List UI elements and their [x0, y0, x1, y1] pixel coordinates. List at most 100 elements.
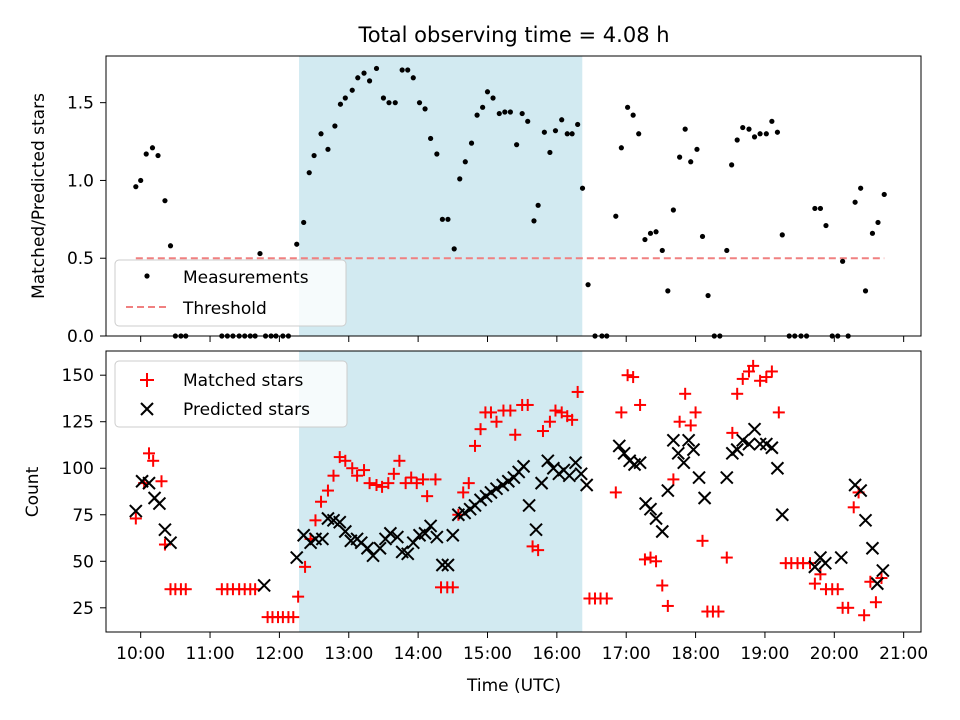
measurement-point: [852, 199, 858, 205]
measurement-point: [392, 100, 398, 106]
measurement-point: [817, 205, 824, 212]
matched-star-point: [638, 553, 651, 566]
predicted-star-point: [736, 433, 750, 448]
predicted-star-point: [853, 483, 868, 498]
matched-star-point: [627, 371, 640, 384]
predicted-star-point: [534, 476, 549, 490]
predicted-star-point: [661, 483, 675, 498]
predicted-star-point: [529, 522, 543, 537]
measurement-point: [519, 110, 525, 117]
matched-star-point: [847, 501, 860, 514]
matched-star-point: [621, 369, 634, 382]
measurement-point: [569, 131, 575, 137]
y-tick-label: 50: [72, 552, 94, 572]
predicted-star-point: [876, 563, 890, 578]
predicted-star-point: [677, 455, 691, 470]
measurement-point: [757, 131, 763, 137]
measurement-point: [729, 162, 735, 168]
measurement-point: [474, 112, 480, 118]
matched-star-point: [143, 447, 156, 460]
predicted-star-point: [692, 470, 706, 485]
measurement-point: [399, 67, 405, 73]
measurement-point: [496, 110, 502, 117]
matched-star-point: [667, 473, 680, 486]
measurement-point: [507, 109, 513, 115]
measurement-point: [337, 101, 344, 107]
predicted-star-point: [858, 513, 873, 528]
measurement-point: [155, 152, 161, 159]
matched-star-point: [831, 583, 844, 596]
matched-star-point: [462, 477, 475, 490]
matched-star-point: [287, 611, 300, 624]
legend-measurements-label: Measurements: [183, 268, 309, 288]
x-tick-label: 20:00: [810, 644, 859, 664]
matched-star-point: [346, 462, 359, 475]
y-tick-label: 150: [62, 366, 94, 386]
measurement-point: [579, 185, 586, 191]
measurement-point: [355, 75, 361, 81]
legend-measurements-marker: [144, 273, 150, 279]
measurement-point: [740, 124, 746, 131]
top-y-ticks: 0.0 0.5 1.0 1.5: [67, 94, 106, 347]
matched-star-point: [875, 572, 888, 585]
predicted-star-point: [742, 437, 756, 451]
y-tick-label: 0.0: [67, 327, 94, 347]
measurement-point: [410, 75, 416, 81]
predicted-star-point: [401, 547, 415, 561]
matched-star-point: [712, 605, 725, 618]
predicted-star-point: [541, 454, 555, 468]
measurement-point: [858, 185, 864, 191]
matched-star-point: [772, 406, 785, 419]
predicted-star-point: [516, 459, 531, 474]
predicted-star-point: [612, 439, 626, 453]
measurement-point: [462, 159, 468, 165]
predicted-star-point: [870, 576, 885, 591]
predicted-star-point: [430, 530, 444, 544]
measurement-point: [613, 213, 619, 219]
measurement-point: [547, 149, 553, 156]
measurement-point: [306, 170, 312, 176]
measurement-point: [257, 250, 263, 257]
predicted-star-point: [765, 441, 779, 455]
y-tick-label: 25: [72, 599, 94, 619]
measurement-point: [682, 126, 688, 132]
measurement-point: [862, 288, 869, 294]
measurement-point: [769, 118, 775, 124]
matched-star-point: [327, 469, 340, 482]
measurement-point: [349, 87, 355, 93]
measurement-point: [642, 236, 648, 243]
matched-star-point: [736, 372, 749, 385]
measurement-point: [535, 202, 541, 208]
legend-predicted-label: Predicted stars: [183, 400, 310, 420]
measurement-point: [416, 100, 423, 106]
matched-star-point: [421, 490, 434, 503]
top-y-axis-label: Matched/Predicted stars: [29, 93, 49, 299]
matched-star-point: [321, 484, 334, 497]
top-x-ticks: [140, 336, 905, 342]
matched-star-point: [457, 486, 470, 499]
bottom-y-ticks: 25 50 75 100 125 150: [62, 366, 106, 619]
predicted-star-point: [666, 433, 681, 448]
measurement-point: [564, 131, 570, 137]
measurement-point: [774, 129, 781, 135]
measurement-point: [531, 218, 537, 224]
measurement-point: [490, 95, 496, 101]
predicted-star-point: [383, 526, 398, 541]
matched-star-point: [399, 477, 412, 490]
top-axes-frame: [105, 55, 922, 337]
predicted-star-point: [290, 550, 304, 565]
predicted-star-point: [418, 526, 432, 541]
measurement-point: [373, 65, 380, 72]
measurement-point: [149, 145, 156, 151]
predicted-star-point: [338, 524, 353, 539]
matched-star-point: [129, 512, 142, 525]
matched-star-point: [747, 359, 760, 372]
measurement-point: [875, 219, 881, 226]
predicted-star-point: [808, 560, 822, 574]
predicted-star-point: [158, 522, 172, 537]
measurement-point: [746, 126, 752, 132]
matched-star-point: [484, 406, 497, 419]
x-axis-label: Time (UTC): [466, 676, 561, 696]
measurement-point: [840, 258, 846, 264]
measurement-point: [143, 151, 149, 157]
